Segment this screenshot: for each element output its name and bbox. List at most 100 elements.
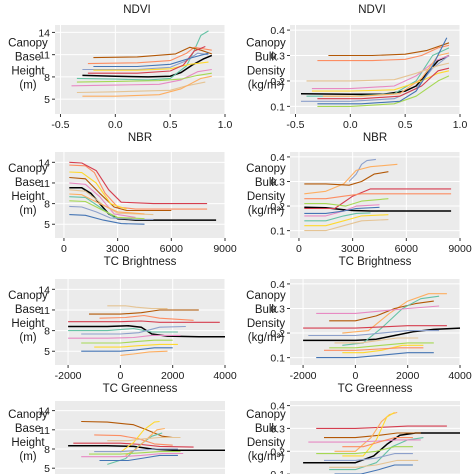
series-line-3 (94, 434, 173, 446)
y-axis-title-line: Canopy (246, 163, 286, 175)
series-line-9 (81, 452, 184, 458)
y-tick-label: 8 (44, 72, 50, 84)
y-tick-label: 0.1 (270, 101, 285, 113)
series-line-7 (76, 72, 212, 83)
series-line-12 (69, 193, 145, 215)
panel-background (290, 152, 460, 238)
series-line-mean (300, 54, 450, 95)
series-line-12 (120, 350, 168, 356)
x-tick-label: 9000 (213, 243, 237, 255)
series-line-11 (99, 454, 178, 462)
x-tick-label: 1.0 (218, 119, 233, 131)
y-axis-title-line: Density (247, 437, 286, 449)
y-tick-label: 0.4 (270, 401, 285, 413)
series-line-12 (317, 37, 448, 105)
y-axis-title-line: Base (15, 52, 41, 64)
y-axis-title-line: Canopy (246, 409, 286, 421)
x-axis-title: TC Brightness (339, 256, 412, 268)
series-line-10 (317, 67, 450, 100)
y-axis-title-line: Bulk (255, 52, 278, 64)
series-line-5 (316, 305, 440, 314)
y-axis-title-line: (m) (19, 80, 36, 92)
series-line-9 (94, 343, 178, 348)
y-axis-title-line: (m) (19, 205, 36, 217)
y-axis-title-line: (kg/m³) (248, 80, 285, 92)
x-tick-label: 1.0 (453, 119, 468, 131)
y-axis-title-line: Height (11, 437, 45, 449)
x-axis-title: TC Brightness (104, 256, 177, 268)
series-line-4 (69, 176, 172, 212)
y-axis-title-line: Canopy (246, 38, 286, 50)
x-axis-title: TC Greenness (103, 383, 178, 395)
y-tick-label: 0.2 (270, 201, 285, 213)
y-tick-label: 0.1 (270, 353, 285, 365)
y-tick-label: 14 (38, 406, 50, 418)
x-tick-label: 6000 (160, 243, 184, 255)
series-line-10 (69, 214, 145, 225)
y-axis-title-line: Height (11, 318, 45, 330)
panel-background (290, 401, 460, 474)
series-line-9 (306, 62, 450, 82)
y-tick-label: 0.4 (270, 279, 285, 291)
x-tick-label: 0 (296, 243, 302, 255)
series-line-11 (82, 75, 212, 97)
x-tick-label: -0.5 (286, 119, 304, 131)
series-line-7 (308, 330, 440, 337)
x-axis-title: NBR (128, 132, 152, 144)
previous-panel-xlabel: NDVI (358, 4, 385, 16)
series-line-11 (329, 459, 419, 468)
series-line-3 (87, 46, 212, 65)
series-line-12 (107, 436, 181, 442)
series-line-7 (308, 439, 421, 443)
x-tick-label: 0 (61, 243, 67, 255)
series-line-mean (304, 206, 452, 212)
series-line-9 (324, 453, 413, 461)
y-tick-label: 5 (44, 346, 50, 358)
x-tick-label: 0.0 (343, 119, 358, 131)
series-line-12 (93, 52, 209, 68)
series-line-2 (76, 30, 209, 81)
y-tick-label: 11 (39, 305, 50, 317)
series-line-6 (71, 68, 212, 87)
y-tick-label: 0.2 (270, 76, 285, 88)
panel-3: 5 8 11 14 0 3000 6000 9000 TC Brightness Canopy Ba… (8, 152, 237, 268)
series-line-12 (324, 347, 424, 351)
series-line-2 (69, 164, 208, 210)
series-line-10 (316, 352, 434, 359)
series-line-7 (317, 75, 450, 107)
y-axis-title-line: Canopy (8, 38, 48, 50)
series-line-12 (304, 193, 452, 200)
y-axis-title-line: (kg/m³) (248, 332, 285, 344)
series-line-5 (68, 327, 178, 333)
y-tick-label: 8 (44, 326, 50, 338)
y-tick-label: 0.3 (270, 423, 285, 435)
y-tick-label: 14 (38, 157, 50, 169)
y-tick-label: 0.1 (270, 226, 285, 238)
series-line-6 (69, 205, 154, 220)
panel-5: 5 8 11 14 -2000 0 2000 4000 TC Greenness Canopy Ba… (8, 279, 237, 395)
series-line-3 (317, 44, 450, 62)
x-tick-label: 0.0 (108, 119, 123, 131)
x-tick-label: 9000 (448, 243, 472, 255)
x-tick-label: 0.5 (163, 119, 178, 131)
series-line-10 (81, 347, 173, 352)
y-axis-title-line: Canopy (8, 163, 48, 175)
y-tick-label: 0.3 (270, 303, 285, 315)
series-line-7 (69, 182, 136, 218)
y-axis-title-line: (m) (19, 451, 36, 463)
x-tick-label: 2000 (396, 370, 420, 382)
y-axis-title-line: (kg/m³) (248, 205, 285, 217)
x-tick-label: 3000 (106, 243, 130, 255)
y-axis-title-line: Canopy (8, 409, 48, 421)
series-line-10 (87, 45, 206, 74)
series-line-4 (93, 46, 212, 59)
x-tick-label: 0 (117, 370, 123, 382)
y-axis-title-line: Height (11, 191, 45, 203)
series-line-4 (99, 314, 194, 321)
series-line-8 (316, 446, 413, 455)
series-line-8 (94, 448, 178, 453)
series-line-10 (334, 464, 413, 474)
series-line-10 (304, 206, 380, 214)
x-tick-label: -0.5 (51, 119, 69, 131)
